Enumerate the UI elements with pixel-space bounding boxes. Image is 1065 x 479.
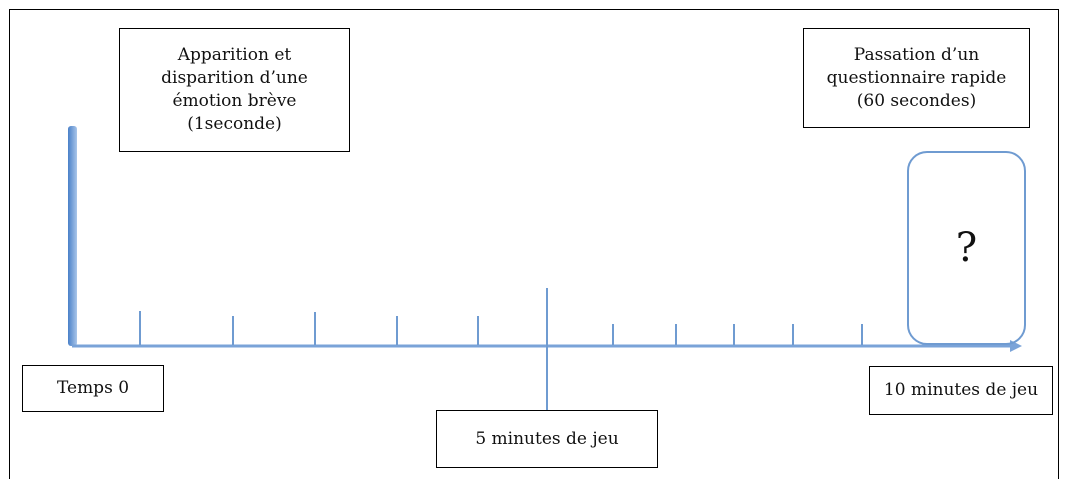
questionnaire-placeholder-box: ? [907,151,1026,345]
timeline-ticks [139,311,863,345]
start-time-label-box: Temps 0 [22,365,164,412]
end-time-label: 10 minutes de jeu [883,380,1039,400]
diagram-frame [9,9,1059,479]
emotion-description-box: Apparition et disparition d’une émotion … [119,28,350,152]
questionnaire-description-text: Passation d’un questionnaire rapide (60 … [826,44,1007,111]
emotion-description-text: Apparition et disparition d’une émotion … [161,45,308,134]
question-mark: ? [955,225,978,271]
end-time-label-box: 10 minutes de jeu [869,366,1053,415]
start-marker-bar [68,126,77,346]
start-time-label: Temps 0 [56,378,130,398]
midpoint-label: 5 minutes de jeu [475,428,619,449]
midpoint-label-box: 5 minutes de jeu [436,410,658,468]
questionnaire-description-box: Passation d’un questionnaire rapide (60 … [803,28,1030,128]
